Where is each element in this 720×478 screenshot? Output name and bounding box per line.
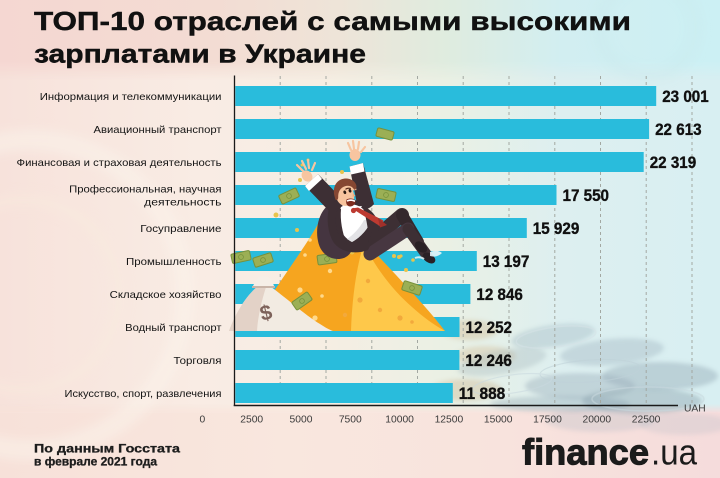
svg-text:Профессиональная, научная: Профессиональная, научная [69,183,221,195]
svg-text:15000: 15000 [484,415,513,426]
svg-text:Промышленность: Промышленность [126,256,222,268]
svg-text:Водный транспорт: Водный транспорт [125,322,221,334]
svg-text:Торговля: Торговля [174,355,222,367]
svg-text:0: 0 [200,415,206,426]
svg-text:ТОП-10 отраслей с самыми высок: ТОП-10 отраслей с самыми высокими [34,6,631,36]
svg-text:20000: 20000 [582,415,611,426]
svg-text:Госуправление: Госуправление [140,223,221,235]
svg-text:17500: 17500 [533,415,562,426]
svg-text:Искусство, спорт, развлечения: Искусство, спорт, развлечения [65,388,222,400]
svg-text:12 246: 12 246 [465,352,512,370]
svg-text:деятельность: деятельность [144,197,222,209]
svg-text:12 846: 12 846 [476,286,523,304]
svg-text:7500: 7500 [339,415,362,426]
svg-text:5000: 5000 [290,415,313,426]
svg-text:Складское хозяйство: Складское хозяйство [110,289,222,301]
svg-text:По данным Госстата: По данным Госстата [34,443,181,455]
svg-text:finance: finance [522,432,649,473]
svg-text:Финансовая и страховая деятель: Финансовая и страховая деятельность [17,157,223,169]
svg-text:.ua: .ua [651,432,698,473]
svg-text:17 550: 17 550 [563,187,610,205]
svg-text:22 613: 22 613 [655,121,702,139]
svg-text:Авиационный транспорт: Авиационный транспорт [94,124,222,136]
svg-text:UAH: UAH [684,404,706,415]
svg-text:23 001: 23 001 [662,88,709,106]
svg-text:Информация и телекоммуникации: Информация и телекоммуникации [40,91,222,103]
svg-text:12 252: 12 252 [466,319,513,337]
svg-text:22 319: 22 319 [650,154,697,172]
svg-text:12500: 12500 [435,415,464,426]
svg-text:в феврале 2021 года: в феврале 2021 года [34,457,158,469]
svg-text:10000: 10000 [385,415,414,426]
svg-text:11 888: 11 888 [459,385,506,403]
svg-text:13 197: 13 197 [483,253,530,271]
svg-text:22500: 22500 [632,415,661,426]
svg-text:зарплатами в Украине: зарплатами в Украине [34,39,366,69]
svg-text:15 929: 15 929 [533,220,580,238]
svg-text:2500: 2500 [240,415,263,426]
